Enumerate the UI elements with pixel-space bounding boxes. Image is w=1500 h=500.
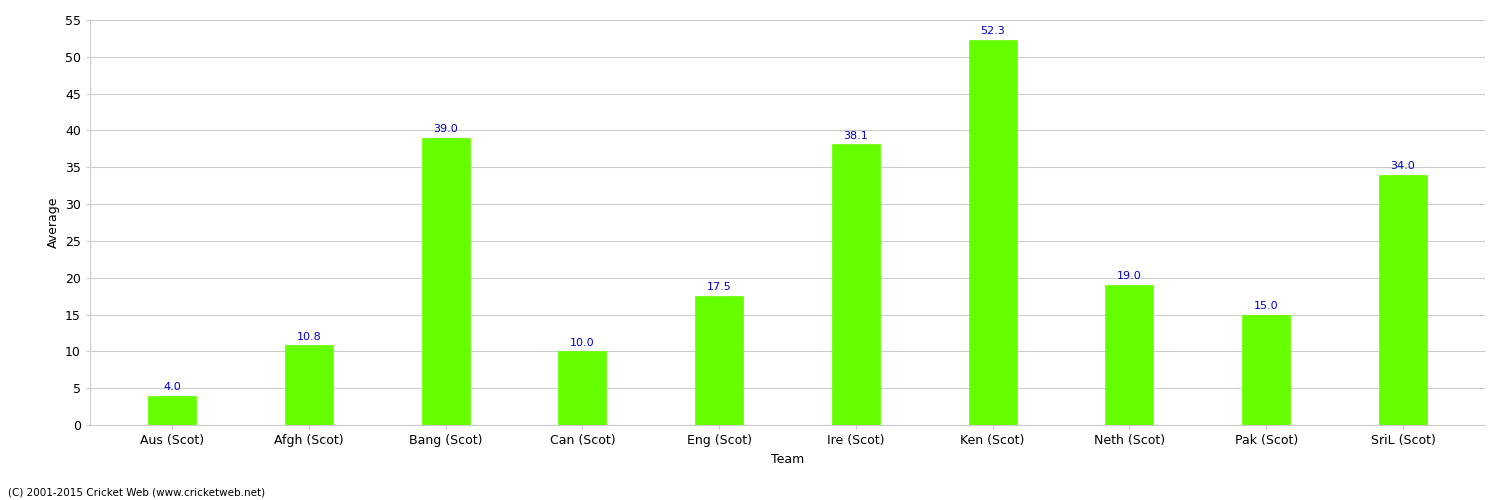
- Text: 52.3: 52.3: [981, 26, 1005, 36]
- X-axis label: Team: Team: [771, 452, 804, 466]
- Text: 39.0: 39.0: [433, 124, 457, 134]
- Bar: [148, 396, 196, 425]
- Bar: [285, 346, 333, 425]
- Text: 34.0: 34.0: [1390, 161, 1416, 171]
- Bar: [422, 138, 470, 425]
- Bar: [969, 40, 1017, 425]
- Bar: [1242, 314, 1290, 425]
- Text: 15.0: 15.0: [1254, 301, 1278, 311]
- Bar: [1106, 285, 1154, 425]
- Text: 10.8: 10.8: [297, 332, 321, 342]
- Bar: [694, 296, 742, 425]
- Bar: [833, 144, 880, 425]
- Y-axis label: Average: Average: [46, 196, 60, 248]
- Text: 10.0: 10.0: [570, 338, 594, 347]
- Text: 38.1: 38.1: [843, 131, 868, 141]
- Bar: [1378, 174, 1426, 425]
- Text: (C) 2001-2015 Cricket Web (www.cricketweb.net): (C) 2001-2015 Cricket Web (www.cricketwe…: [8, 488, 264, 498]
- Bar: [558, 352, 606, 425]
- Text: 19.0: 19.0: [1118, 272, 1142, 281]
- Text: 17.5: 17.5: [706, 282, 732, 292]
- Text: 4.0: 4.0: [164, 382, 182, 392]
